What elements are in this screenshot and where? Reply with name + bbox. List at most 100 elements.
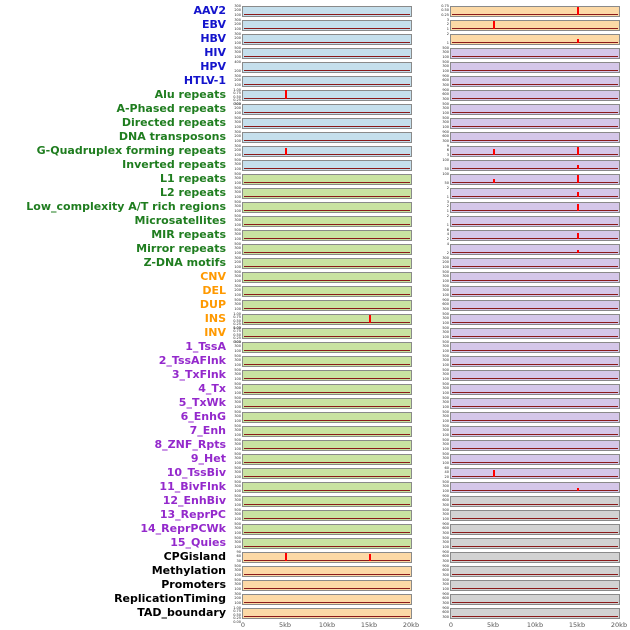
- baseline-line: [244, 209, 410, 211]
- track-label: HBV: [200, 32, 226, 45]
- baseline-line: [452, 559, 618, 561]
- y-axis-ticks: 300 200 100: [228, 102, 242, 116]
- baseline-line: [452, 97, 618, 99]
- track-row: 8_ZNF_Rpts 500 300 100 500 300 100: [0, 438, 630, 452]
- right-track-panel: [450, 509, 620, 521]
- y-tick-label: 600: [442, 92, 449, 97]
- y-tick-label: 500: [234, 185, 241, 190]
- signal-spike: [577, 191, 579, 197]
- y-tick-label: 100: [234, 573, 241, 577]
- y-tick-label: 600: [442, 302, 449, 307]
- track-row: DUP 500 300 100 900 600 300: [0, 298, 630, 312]
- right-track-panel: [450, 523, 620, 535]
- baseline-line: [452, 153, 618, 155]
- y-tick-label: 300: [234, 143, 241, 148]
- baseline-line: [452, 433, 618, 435]
- x-tick-label: 5kb: [486, 621, 500, 629]
- track-label: 15_Quies: [170, 536, 226, 549]
- baseline-line: [244, 27, 410, 29]
- y-axis-ticks: 500 300 100: [228, 214, 242, 228]
- y-axis-ticks: 1.00 0.75 0.50 0.25 0.00: [228, 606, 242, 623]
- y-tick-label: 300: [442, 414, 449, 419]
- y-tick-label: 300: [442, 307, 449, 311]
- left-track-panel: [242, 271, 412, 283]
- right-track-panel: [450, 5, 620, 17]
- track-row: 3_TxFlnk 500 300 100 500 300 100: [0, 368, 630, 382]
- track-label: INV: [204, 326, 226, 339]
- baseline-line: [452, 69, 618, 71]
- y-tick-label: 300: [234, 400, 241, 405]
- y-tick-label: 300: [442, 559, 449, 563]
- y-tick-label: 500: [234, 45, 241, 50]
- y-tick-label: 100: [234, 363, 241, 367]
- left-track-panel: [242, 201, 412, 213]
- left-track-panel: [242, 607, 412, 619]
- left-track-panel: [242, 215, 412, 227]
- y-tick-label: 300: [442, 64, 449, 69]
- right-track-panel: [450, 257, 620, 269]
- y-tick-label: 100: [442, 405, 449, 409]
- y-axis-ticks: 500 300 100: [436, 284, 450, 298]
- y-tick-label: 300: [442, 97, 449, 101]
- y-axis-ticks: 900 600 300: [436, 592, 450, 606]
- y-axis-ticks: 500 300 100: [436, 270, 450, 284]
- y-tick-label: 600: [442, 134, 449, 139]
- track-row: Mirror repeats 500 300 100 4 2: [0, 242, 630, 256]
- track-row: TAD_boundary 1.00 0.75 0.50 0.25 0.00 900 600 30…: [0, 606, 630, 623]
- left-track-panel: [242, 551, 412, 563]
- y-tick-label: 500: [234, 199, 241, 204]
- track-label: MIR repeats: [151, 228, 226, 241]
- y-axis-ticks: 500 300 100: [436, 116, 450, 130]
- y-tick-label: 300: [442, 582, 449, 587]
- y-tick-label: 500: [234, 535, 241, 540]
- y-tick-label: 2: [446, 204, 449, 209]
- y-tick-label: 0.75: [233, 329, 241, 333]
- right-track-panel: [450, 117, 620, 129]
- baseline-line: [452, 461, 618, 463]
- y-tick-label: 900: [442, 493, 449, 498]
- baseline-line: [452, 447, 618, 449]
- track-row: L1 repeats 500 300 100 100 50: [0, 172, 630, 186]
- baseline-line: [244, 419, 410, 421]
- y-tick-label: 400: [234, 59, 241, 64]
- track-label: Inverted repeats: [122, 158, 226, 171]
- y-tick-label: 300: [234, 498, 241, 503]
- y-tick-label: 100: [442, 335, 449, 339]
- y-tick-label: 100: [442, 111, 449, 115]
- y-tick-label: 300: [234, 255, 241, 260]
- y-tick-label: 500: [234, 297, 241, 302]
- signal-spike: [369, 553, 371, 561]
- track-row: 12_EnhBiv 500 300 100 900 600 300: [0, 494, 630, 508]
- y-tick-label: 300: [234, 232, 241, 237]
- track-label: Mirror repeats: [136, 242, 226, 255]
- y-tick-label: 100: [234, 237, 241, 241]
- y-axis-ticks: 500 300 100: [228, 185, 242, 200]
- y-axis-ticks: 500 300 100: [228, 242, 242, 256]
- left-track-panel: [242, 47, 412, 59]
- baseline-line: [244, 363, 410, 365]
- y-tick-label: 1: [446, 27, 449, 31]
- track-label: Z-DNA motifs: [143, 256, 226, 269]
- baseline-line: [244, 293, 410, 295]
- y-tick-label: 500: [234, 269, 241, 274]
- y-tick-label: 200: [442, 260, 449, 265]
- y-tick-label: 100: [234, 545, 241, 549]
- y-tick-label: 500: [234, 479, 241, 484]
- signal-spike: [577, 38, 579, 43]
- y-axis-ticks: 500 300 100: [436, 410, 450, 424]
- left-track-panel: [242, 355, 412, 367]
- baseline-line: [452, 307, 618, 309]
- y-tick-label: 500: [442, 367, 449, 372]
- left-track-panel: [242, 579, 412, 591]
- y-tick-label: 100: [234, 489, 241, 493]
- right-track-panel: [450, 355, 620, 367]
- track-row: 5_TxWk 500 300 100 500 300 100: [0, 396, 630, 410]
- right-track-panel: [450, 271, 620, 283]
- y-tick-label: 900: [442, 73, 449, 78]
- track-row: AAV2 300 200 100 0.75 0.50 0.25: [0, 4, 630, 18]
- y-axis-ticks: 300 200 100: [228, 284, 242, 298]
- y-tick-label: 300: [234, 456, 241, 461]
- y-tick-label: 300: [234, 274, 241, 279]
- y-tick-label: 500: [442, 437, 449, 442]
- y-tick-label: 100: [442, 69, 449, 73]
